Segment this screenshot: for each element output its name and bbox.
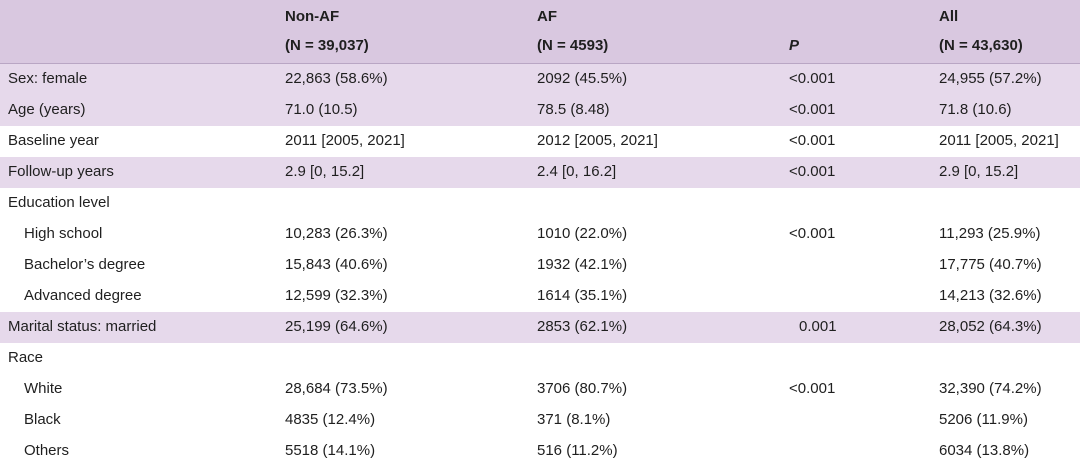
header-non-af-n: (N = 39,037) bbox=[285, 37, 369, 54]
cell-non-af: 71.0 (10.5) bbox=[285, 101, 358, 118]
row-label: Marital status: married bbox=[8, 318, 157, 335]
cell-non-af: 5518 (14.1%) bbox=[285, 442, 376, 459]
row-label: High school bbox=[24, 225, 103, 242]
row-label: Advanced degree bbox=[24, 287, 142, 304]
row-label: Sex: female bbox=[8, 70, 88, 87]
cell-all: 28,052 (64.3%) bbox=[939, 318, 1042, 335]
cell-all: 5206 (11.9%) bbox=[939, 411, 1028, 428]
cell-non-af: 25,199 (64.6%) bbox=[285, 318, 388, 335]
cell-non-af: 2.9 [0, 15.2] bbox=[285, 163, 365, 180]
table-row: Education level bbox=[0, 188, 1080, 219]
table-row: Black 4835 (12.4%) 371 (8.1%) 5206 (11.9… bbox=[0, 405, 1080, 436]
cell-all: 17,775 (40.7%) bbox=[939, 256, 1042, 273]
row-label: Baseline year bbox=[8, 132, 99, 149]
table-row: Follow-up years 2.9 [0, 15.2] 2.4 [0, 16… bbox=[0, 157, 1080, 188]
cell-all: 2.9 [0, 15.2] bbox=[939, 163, 1019, 180]
cell-all: 6034 (13.8%) bbox=[939, 442, 1030, 459]
cell-p: <0.001 bbox=[789, 132, 836, 149]
cell-all: 11,293 (25.9%) bbox=[939, 225, 1041, 242]
cell-af: 516 (11.2%) bbox=[537, 442, 618, 459]
table-row: Race bbox=[0, 343, 1080, 374]
cell-p: <0.001 bbox=[789, 225, 836, 242]
cell-p: 0.001 bbox=[799, 318, 837, 335]
row-label: Education level bbox=[8, 194, 110, 211]
header-all-n: (N = 43,630) bbox=[939, 37, 1023, 54]
header-non-af: Non-AF bbox=[285, 8, 340, 25]
cell-af: 78.5 (8.48) bbox=[537, 101, 610, 118]
header-all: All bbox=[939, 8, 959, 25]
cell-af: 2092 (45.5%) bbox=[537, 70, 628, 87]
cell-all: 71.8 (10.6) bbox=[939, 101, 1012, 118]
header-af-n: (N = 4593) bbox=[537, 37, 609, 54]
row-label: Bachelor’s degree bbox=[24, 256, 146, 273]
cell-non-af: 4835 (12.4%) bbox=[285, 411, 376, 428]
cell-all: 14,213 (32.6%) bbox=[939, 287, 1042, 304]
cell-non-af: 15,843 (40.6%) bbox=[285, 256, 388, 273]
cell-af: 2853 (62.1%) bbox=[537, 318, 628, 335]
row-label: White bbox=[24, 380, 63, 397]
cell-af: 3706 (80.7%) bbox=[537, 380, 628, 397]
cell-af: 1932 (42.1%) bbox=[537, 256, 628, 273]
cell-non-af: 2011 [2005, 2021] bbox=[285, 132, 405, 149]
table-row: Baseline year 2011 [2005, 2021] 2012 [20… bbox=[0, 126, 1080, 157]
table-row: White 28,684 (73.5%) 3706 (80.7%) <0.001… bbox=[0, 374, 1080, 405]
row-label: Race bbox=[8, 349, 44, 366]
row-label: Black bbox=[24, 411, 61, 428]
table-row: Advanced degree 12,599 (32.3%) 1614 (35.… bbox=[0, 281, 1080, 312]
table-row: Bachelor’s degree 15,843 (40.6%) 1932 (4… bbox=[0, 250, 1080, 281]
cell-af: 1010 (22.0%) bbox=[537, 225, 628, 242]
table-row: High school 10,283 (26.3%) 1010 (22.0%) … bbox=[0, 219, 1080, 250]
cell-non-af: 10,283 (26.3%) bbox=[285, 225, 388, 242]
header-p: P bbox=[789, 37, 800, 54]
row-label: Others bbox=[24, 442, 70, 459]
header-af: AF bbox=[537, 8, 557, 25]
cell-p: <0.001 bbox=[789, 163, 836, 180]
cell-p: <0.001 bbox=[789, 101, 836, 118]
cell-non-af: 12,599 (32.3%) bbox=[285, 287, 388, 304]
cell-p: <0.001 bbox=[789, 380, 836, 397]
table-row: Sex: female 22,863 (58.6%) 2092 (45.5%) … bbox=[0, 64, 1080, 95]
cell-p: <0.001 bbox=[789, 70, 836, 87]
cell-non-af: 22,863 (58.6%) bbox=[285, 70, 388, 87]
table-header: Non-AF (N = 39,037) AF (N = 4593) P All … bbox=[0, 0, 1080, 64]
cell-af: 2012 [2005, 2021] bbox=[537, 132, 658, 149]
table-row: Marital status: married 25,199 (64.6%) 2… bbox=[0, 312, 1080, 343]
cell-af: 2.4 [0, 16.2] bbox=[537, 163, 617, 180]
cell-all: 2011 [2005, 2021] bbox=[939, 132, 1059, 149]
cell-af: 1614 (35.1%) bbox=[537, 287, 628, 304]
cell-non-af: 28,684 (73.5%) bbox=[285, 380, 388, 397]
cell-all: 32,390 (74.2%) bbox=[939, 380, 1042, 397]
cell-af: 371 (8.1%) bbox=[537, 411, 611, 428]
row-label: Follow-up years bbox=[8, 163, 114, 180]
row-label: Age (years) bbox=[8, 101, 86, 118]
table-row: Age (years) 71.0 (10.5) 78.5 (8.48) <0.0… bbox=[0, 95, 1080, 126]
table-row: Others 5518 (14.1%) 516 (11.2%) 6034 (13… bbox=[0, 436, 1080, 467]
cell-all: 24,955 (57.2%) bbox=[939, 70, 1042, 87]
